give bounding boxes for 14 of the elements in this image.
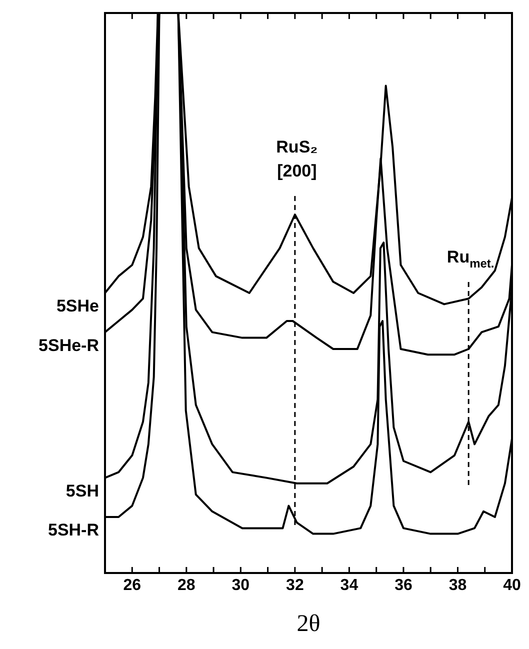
x-axis-title: 2θ (296, 610, 320, 637)
series-label: 5SHe (56, 296, 100, 316)
x-tick-label: 38 (448, 577, 467, 594)
x-tick-label: 28 (178, 577, 196, 594)
series-label: 5SH (66, 481, 100, 500)
x-tick-label: 26 (123, 577, 142, 594)
x-tick-label: 36 (394, 577, 412, 594)
x-tick-label: 34 (340, 577, 358, 594)
x-tick-label: 30 (232, 577, 250, 594)
series-label: 5SH-R (48, 520, 100, 540)
x-tick-label: 32 (286, 577, 304, 594)
series-label: 5SHe-R (38, 336, 100, 355)
ref-line-label: RuS₂ [200] (276, 138, 318, 181)
x-tick-label: 40 (503, 577, 521, 594)
